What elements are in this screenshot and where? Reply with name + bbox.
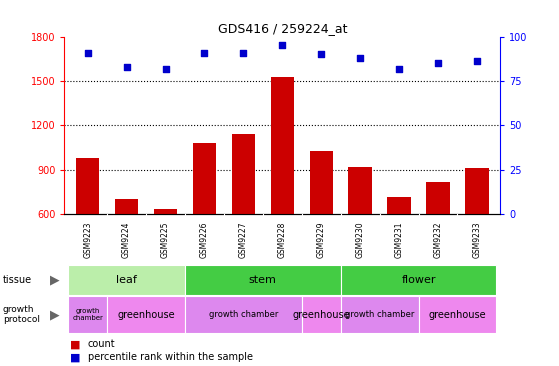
Text: leaf: leaf xyxy=(116,275,137,285)
Point xyxy=(161,66,170,71)
Bar xyxy=(193,143,216,214)
Bar xyxy=(76,158,100,214)
Bar xyxy=(340,296,419,333)
Title: GDS416 / 259224_at: GDS416 / 259224_at xyxy=(217,22,347,36)
Text: GSM9231: GSM9231 xyxy=(395,221,404,258)
Text: flower: flower xyxy=(401,275,436,285)
Bar xyxy=(271,76,294,214)
Text: ■: ■ xyxy=(70,352,80,362)
Text: greenhouse: greenhouse xyxy=(292,310,350,320)
Text: GSM9227: GSM9227 xyxy=(239,221,248,258)
Point xyxy=(239,50,248,56)
Point xyxy=(122,64,131,70)
Text: GSM9225: GSM9225 xyxy=(161,221,170,258)
Text: GSM9226: GSM9226 xyxy=(200,221,209,258)
Text: greenhouse: greenhouse xyxy=(429,310,486,320)
Bar xyxy=(340,265,496,295)
Text: tissue: tissue xyxy=(3,275,32,285)
Text: growth
chamber: growth chamber xyxy=(72,308,103,321)
Text: ▶: ▶ xyxy=(50,273,60,287)
Bar xyxy=(348,167,372,214)
Bar xyxy=(387,197,411,214)
Text: growth chamber: growth chamber xyxy=(345,310,414,319)
Text: growth
protocol: growth protocol xyxy=(3,305,40,325)
Text: GSM9224: GSM9224 xyxy=(122,221,131,258)
Point xyxy=(472,59,481,64)
Bar xyxy=(154,209,177,214)
Text: GSM9223: GSM9223 xyxy=(83,221,92,258)
Text: growth chamber: growth chamber xyxy=(209,310,278,319)
Bar xyxy=(107,296,185,333)
Bar xyxy=(68,296,107,333)
Bar xyxy=(185,265,340,295)
Text: GSM9229: GSM9229 xyxy=(317,221,326,258)
Text: GSM9228: GSM9228 xyxy=(278,221,287,258)
Text: count: count xyxy=(88,339,115,350)
Point xyxy=(278,42,287,48)
Point xyxy=(356,55,364,61)
Text: GSM9233: GSM9233 xyxy=(472,221,481,258)
Bar xyxy=(185,296,302,333)
Bar xyxy=(419,296,496,333)
Text: stem: stem xyxy=(249,275,277,285)
Bar xyxy=(310,150,333,214)
Point xyxy=(317,51,326,57)
Text: GSM9230: GSM9230 xyxy=(356,221,364,258)
Point xyxy=(395,66,404,71)
Bar xyxy=(231,134,255,214)
Text: ■: ■ xyxy=(70,339,80,350)
Bar xyxy=(302,296,340,333)
Bar xyxy=(115,199,138,214)
Point xyxy=(83,50,92,56)
Text: percentile rank within the sample: percentile rank within the sample xyxy=(88,352,253,362)
Point xyxy=(434,60,443,66)
Bar xyxy=(68,265,185,295)
Point xyxy=(200,50,209,56)
Bar xyxy=(465,168,489,214)
Bar xyxy=(427,182,449,214)
Text: ▶: ▶ xyxy=(50,308,60,321)
Text: GSM9232: GSM9232 xyxy=(434,221,443,258)
Text: greenhouse: greenhouse xyxy=(117,310,175,320)
